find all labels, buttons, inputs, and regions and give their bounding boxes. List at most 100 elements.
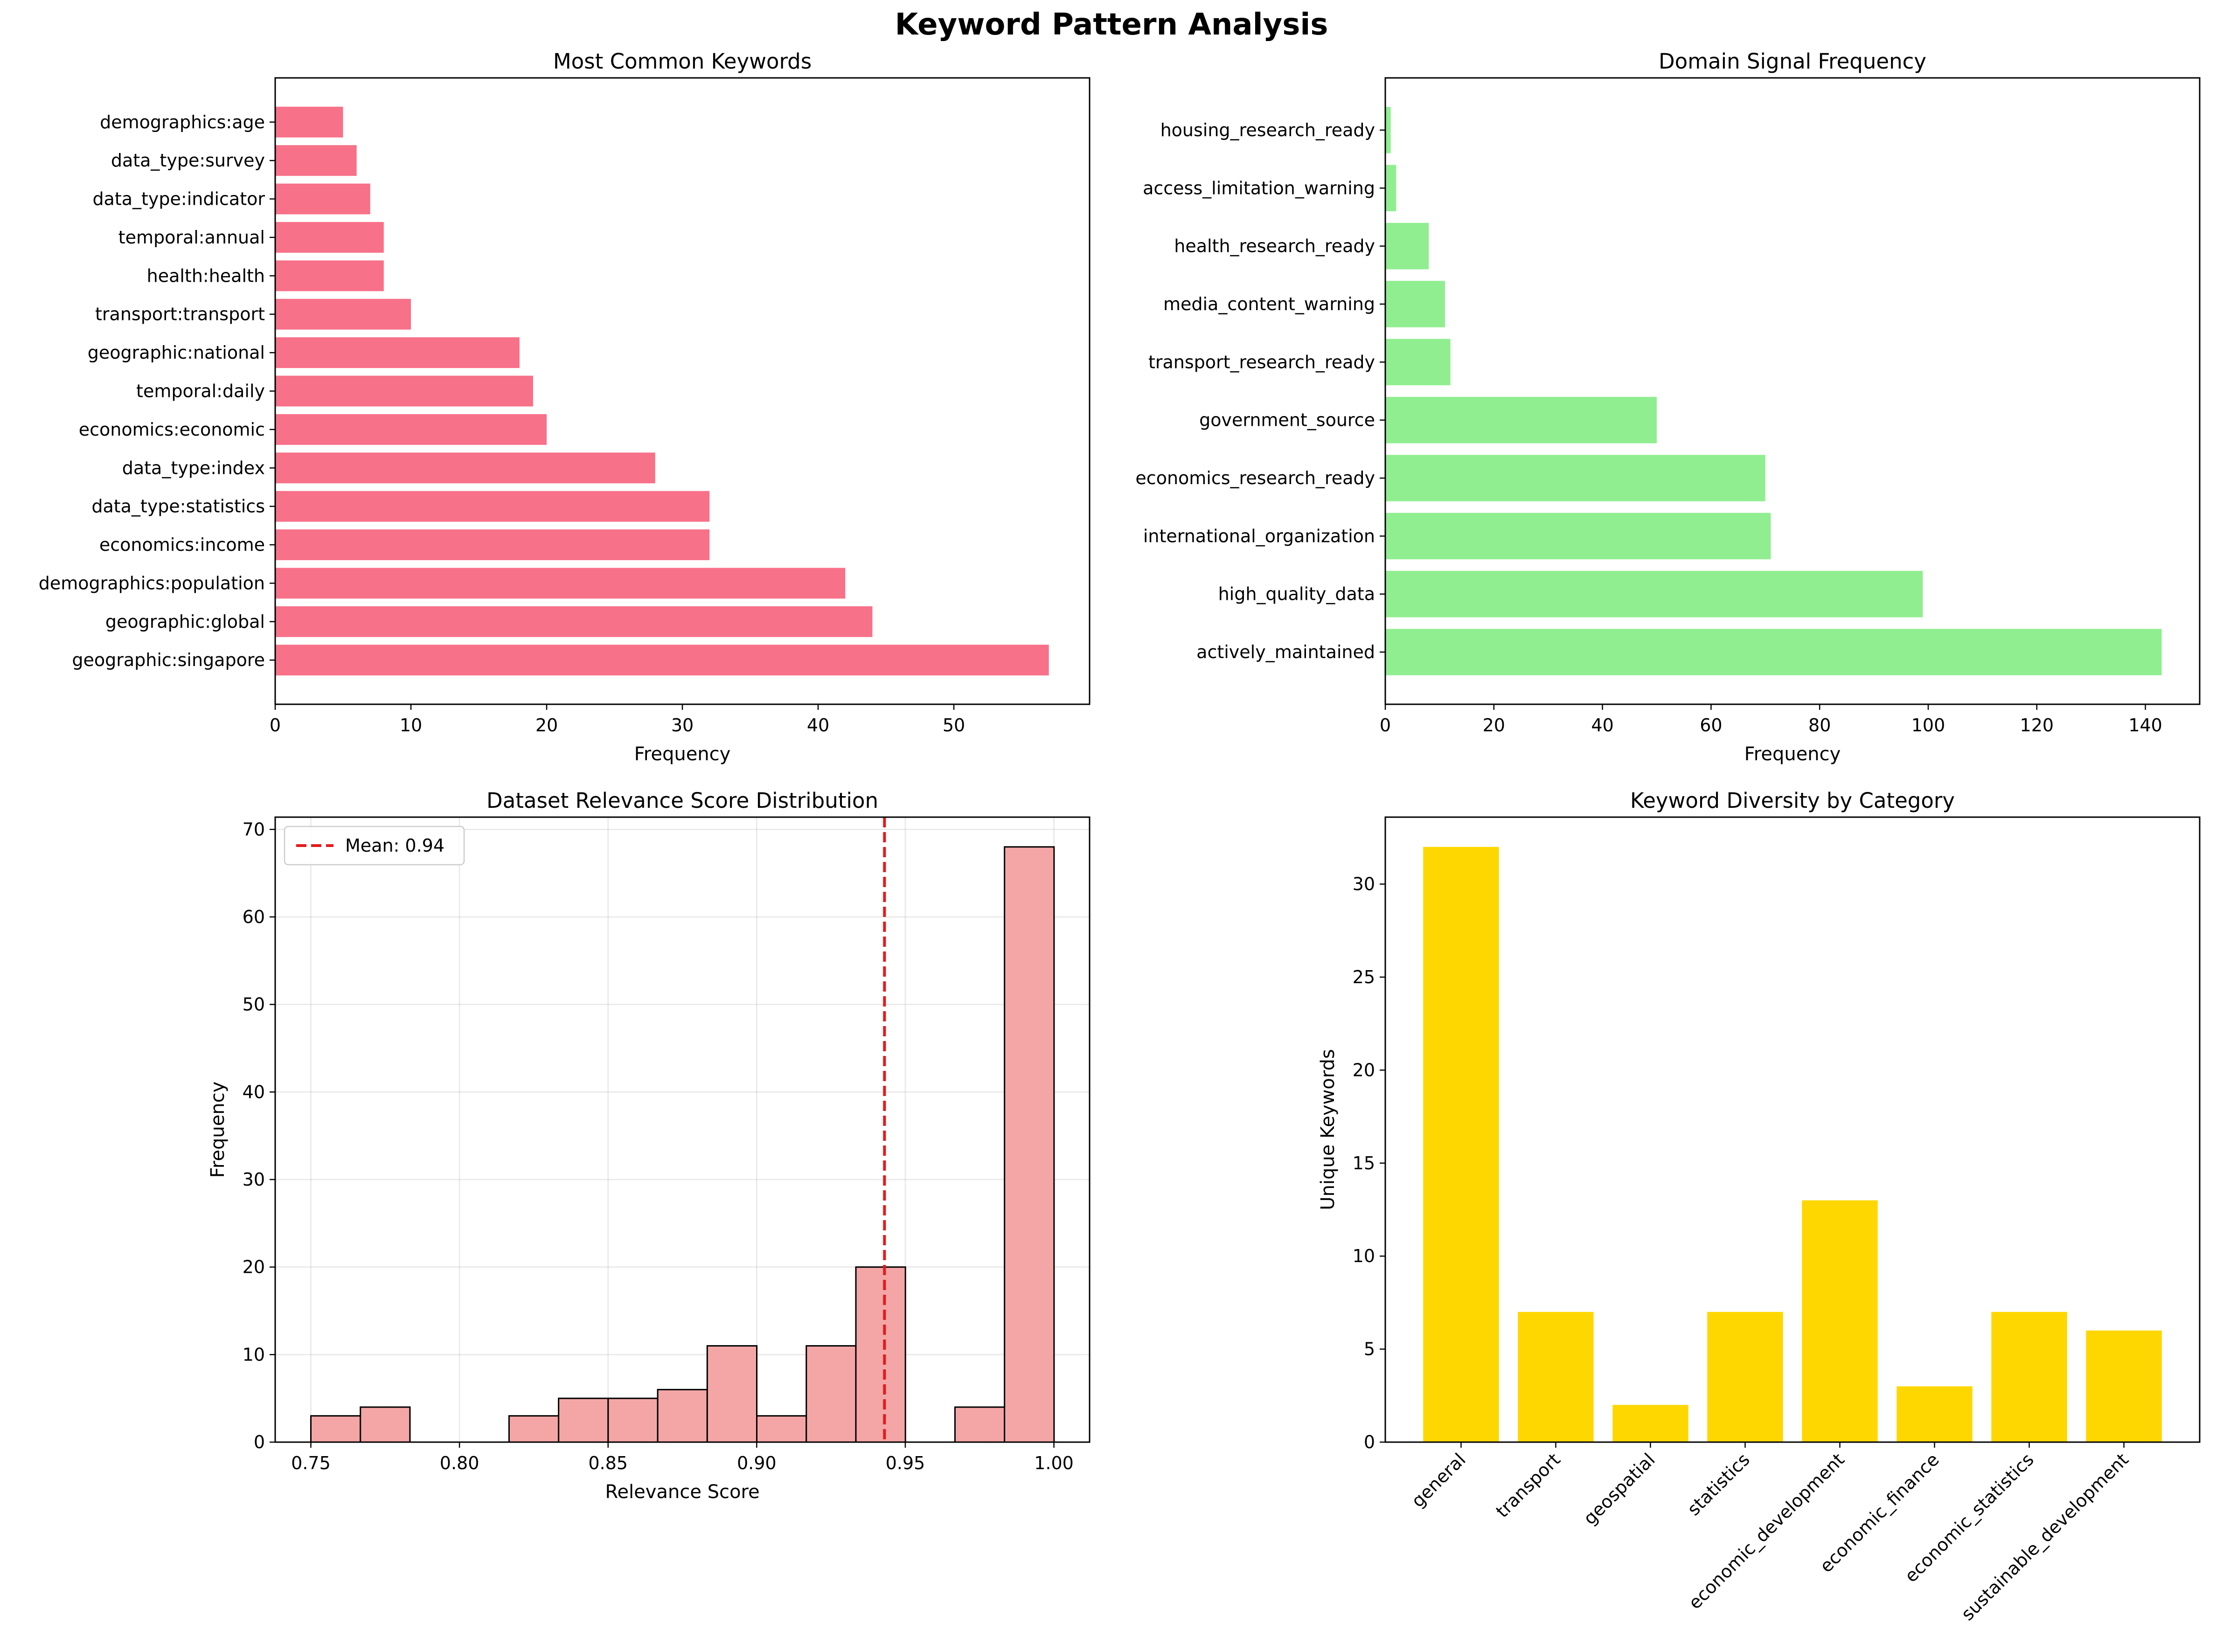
y-tick-label: access_limitation_warning (1143, 178, 1375, 198)
y-tick-label: data_type:survey (111, 150, 265, 171)
y-tick-label: 0 (254, 1432, 265, 1452)
chart-title: Most Common Keywords (553, 49, 812, 74)
legend-box (284, 826, 465, 866)
y-tick-label: demographics:population (39, 573, 265, 593)
x-tick-label: 60 (1700, 715, 1722, 736)
y-tick-label: temporal:annual (118, 227, 265, 248)
y-tick-label: 15 (1353, 1153, 1375, 1173)
y-tick-label: transport:transport (95, 304, 265, 325)
y-tick-label: geographic:singapore (72, 650, 265, 670)
histogram-bar (756, 1415, 807, 1443)
histogram-bar (558, 1397, 609, 1443)
y-tick-label: economics_research_ready (1135, 468, 1375, 488)
x-tick-label: transport (1492, 1449, 1564, 1521)
x-tick-label: 40 (1591, 715, 1613, 736)
bar-statistics (1707, 1312, 1783, 1442)
chart-title: Domain Signal Frequency (1659, 49, 1926, 74)
bar-data-type-indicator (275, 183, 370, 215)
x-tick-label: 50 (943, 715, 965, 736)
x-tick-label: general (1408, 1449, 1470, 1511)
x-tick-label: 1.00 (1034, 1453, 1074, 1473)
y-tick-label: 70 (243, 819, 265, 840)
legend: Mean: 0.94 (284, 826, 465, 866)
histogram-bar (806, 1345, 857, 1443)
bar-geographic-national (275, 337, 520, 368)
x-tick-label: 0.80 (440, 1453, 479, 1473)
bar-transport-transport (275, 298, 411, 330)
x-axis-label: Frequency (1744, 743, 1841, 765)
bar-demographics-age (275, 106, 343, 138)
histogram-bar (508, 1415, 560, 1443)
x-tick-label: 140 (2128, 715, 2162, 736)
bar-temporal-annual (275, 222, 384, 253)
bar-data-type-index (275, 452, 655, 484)
y-tick-label: 5 (1364, 1339, 1375, 1360)
y-axis-label: Frequency (207, 1082, 229, 1178)
y-tick-label: demographics:age (100, 112, 265, 132)
y-tick-label: geographic:global (105, 611, 265, 632)
chart-keyword-diversity: Keyword Diversity by Category 0 5 10 15 20 25 3… (1317, 788, 2201, 1624)
x-tick-label: 20 (1483, 715, 1505, 736)
bar-economics-income (275, 529, 710, 561)
y-tick-label: economics:income (99, 534, 265, 555)
bar-economic-development (1802, 1200, 1878, 1442)
chart-relevance-score-distribution: Dataset Relevance Score Distribution 0.75… (207, 788, 1091, 1503)
y-tick-label: 0 (1364, 1432, 1375, 1452)
y-tick-label: 30 (1353, 874, 1375, 895)
bar-government-source (1385, 396, 1657, 444)
y-tick-label: data_type:indicator (92, 189, 265, 209)
bar-transport-research-ready (1385, 339, 1451, 386)
bar-access-limitation-warning (1385, 165, 1396, 212)
plot-frame (274, 816, 1091, 1443)
bar-transport (1518, 1312, 1594, 1442)
bar-high-quality-data (1385, 570, 1923, 618)
bar-data-type-statistics (275, 491, 710, 522)
x-tick-label: 120 (2020, 715, 2054, 736)
x-tick-label: 80 (1808, 715, 1831, 736)
x-tick-label: economic_development (1684, 1449, 1848, 1613)
y-tick-label: 20 (1353, 1060, 1375, 1080)
x-axis-label: Relevance Score (605, 1481, 759, 1503)
x-tick-label: 0 (270, 715, 281, 736)
x-tick-label: 30 (671, 715, 694, 736)
y-tick-label: geographic:national (88, 342, 265, 363)
plot-frame (1384, 816, 2201, 1443)
bar-geospatial (1612, 1405, 1688, 1442)
y-axis-label: Unique Keywords (1317, 1049, 1339, 1210)
plot-frame (1384, 77, 2201, 705)
bar-temporal-daily (275, 375, 533, 407)
y-tick-label: health_research_ready (1174, 236, 1375, 257)
y-tick-label: 10 (1353, 1246, 1375, 1266)
chart-domain-signal-frequency: Domain Signal Frequency actively_maintain… (1135, 49, 2201, 765)
x-tick-label: 40 (807, 715, 829, 736)
bar-actively-maintained (1385, 629, 2162, 675)
x-axis-label: Frequency (634, 743, 731, 765)
bar-general (1423, 847, 1499, 1442)
y-tick-label: government_source (1199, 410, 1375, 430)
bar-data-type-survey (275, 145, 357, 176)
histogram-bar (855, 1266, 906, 1443)
bar-geographic-singapore (275, 645, 1049, 676)
y-tick-label: transport_research_ready (1148, 352, 1375, 372)
x-tick-label: geospatial (1579, 1449, 1659, 1529)
chart-most-common-keywords: Most Common Keywords geographic:singapore… (39, 49, 1091, 765)
y-tick-label: health:health (147, 265, 265, 286)
y-tick-label: 40 (243, 1082, 265, 1102)
y-tick-label: 25 (1353, 967, 1375, 987)
x-tick-label: 20 (535, 715, 558, 736)
y-tick-label: media_content_warning (1163, 294, 1375, 314)
figure-title: Keyword Pattern Analysis (895, 7, 1328, 42)
bar-economics-economic (275, 414, 547, 445)
histogram-bar (706, 1345, 757, 1443)
bar-economic-statistics (1991, 1312, 2067, 1442)
legend-label: Mean: 0.94 (345, 835, 445, 856)
histogram-bar (360, 1406, 411, 1443)
y-tick-label: 20 (243, 1257, 265, 1277)
y-tick-label: temporal:daily (136, 381, 265, 402)
bar-demographics-population (275, 568, 846, 599)
bar-economic-finance (1896, 1386, 1973, 1442)
x-tick-label: sustainable_development (1957, 1449, 2133, 1624)
y-tick-label: housing_research_ready (1160, 120, 1375, 140)
y-tick-label: 10 (243, 1344, 265, 1365)
